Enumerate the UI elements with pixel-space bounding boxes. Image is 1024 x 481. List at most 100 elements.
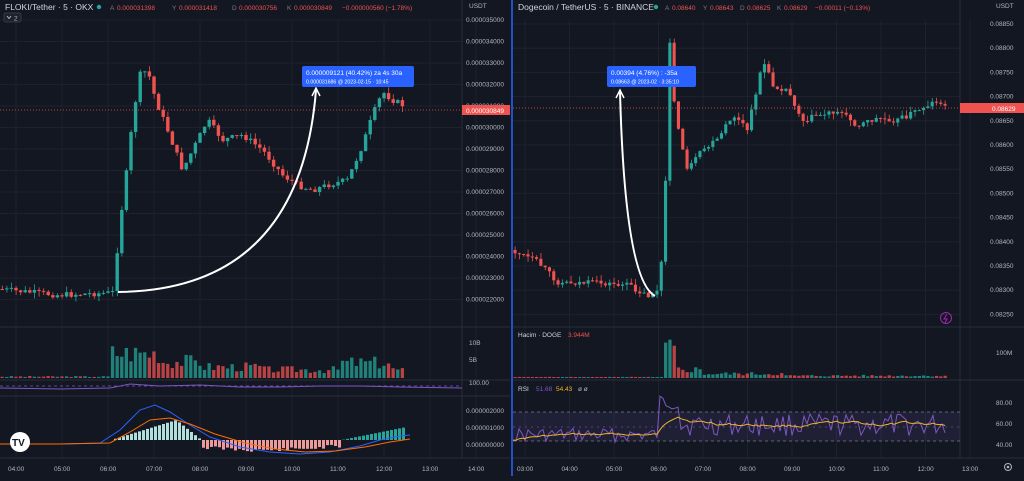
right-price-tick: 0.08650 [990,118,1014,125]
candle-body [582,282,585,284]
candle-body [733,117,736,120]
volume-bar [514,377,517,378]
macd-bar [330,440,333,445]
volume-bar [93,377,96,378]
volume-bar [359,358,362,378]
volume-bar [226,368,229,378]
candle-body [780,89,783,91]
left-time-tick: 04:00 [8,466,25,473]
candle-body [944,104,947,106]
volume-bar [720,373,723,378]
volume-bar [254,364,257,378]
candle-body [37,290,40,291]
candle-body [548,267,551,271]
macd-bar [134,433,137,440]
candle-body [660,262,663,291]
volume-bar [810,375,813,378]
volume-bar [116,356,119,378]
candle-body [336,182,339,186]
candle-body [290,180,293,181]
tradingview-logo[interactable]: TV [10,432,30,452]
volume-bar [162,363,165,378]
candle-body [341,179,344,182]
volume-bar [518,377,521,378]
right-time-tick: 07:00 [695,466,712,473]
left-price-tick: 0.000029000 [466,146,504,153]
macd-bar [158,425,161,440]
volume-bar [235,371,238,378]
candle-body [888,119,891,122]
volume-bar [634,377,637,378]
volume-bar [304,369,307,378]
volume-bar [120,357,123,378]
volume-bar [767,374,770,378]
volume-bar [931,377,934,378]
candle-body [754,94,757,109]
volume-bar [341,361,344,378]
volume-bar [892,377,895,378]
volume-bar [862,375,865,378]
candle-body [866,120,869,122]
volume-bar [277,372,280,378]
right-price-tick: 0.08700 [990,94,1014,101]
right-symbol-title[interactable]: Dogecoin / TetherUS · 5 · BINANCE [518,2,654,12]
candle-body [51,295,54,297]
volume-bar [643,377,646,378]
candle-body [198,133,201,143]
candle-body [286,175,289,179]
volume-bar [866,376,869,378]
candle-body [526,254,529,256]
candle-body [853,120,856,125]
volume-bar [625,377,628,378]
candle-body [364,134,367,151]
volume-bar [392,368,395,378]
left-price-tick: 0.000032000 [466,82,504,89]
right-time-tick: 06:00 [651,466,668,473]
candle-body [272,160,275,167]
candle-body [93,293,96,296]
right-measure-label[interactable]: 0.00394 (4.76%) : -35a 0.08663 @ 2023-02… [607,66,696,87]
indicators-collapse-button[interactable]: 2 [4,13,21,23]
macd-bar [326,440,329,445]
close-value: 0.08629 [784,5,808,12]
volume-bar [561,377,564,378]
high-value: 0.08643 [710,5,734,12]
volume-bar [647,377,650,378]
candle-body [677,101,680,128]
volume-bar [853,376,856,378]
volume-bar [263,366,266,378]
volume-bar [544,377,547,378]
candle-body [518,253,521,254]
left-measure-label[interactable]: 0.000009121 (40.42%) za 4s 30a 0.0000316… [302,66,414,87]
volume-bar [212,370,215,378]
macd-bar [334,440,337,446]
volume-bar [698,369,701,378]
volume-bar [281,366,284,378]
macd-bar [182,426,185,440]
candle-body [212,120,215,126]
volume-bar [668,340,671,378]
volume-bar [935,376,938,378]
macd-bar [394,429,397,440]
rsi-tick-60: 60.00 [996,421,1013,428]
low-value: 0.000030756 [239,5,277,12]
macd-bar [174,420,177,440]
volume-bar [33,377,36,378]
candle-body [664,181,667,262]
candle-body [5,288,8,289]
rsi-tick-40: 40.00 [996,442,1013,449]
volume-bar [180,366,183,378]
candle-body [97,293,100,296]
candle-body [355,161,358,169]
candle-body [346,179,349,180]
candle-body [643,293,646,294]
right-time-tick: 13:00 [962,466,979,473]
left-currency-label: USDT [469,3,487,10]
volume-bar [19,376,22,378]
left-price-tick: 0.000026000 [466,211,504,218]
macd-bar [294,440,297,448]
macd-bar [258,440,261,449]
candle-body [909,112,912,119]
candle-body [258,144,261,147]
left-symbol-title[interactable]: FLOKI/Tether · 5 · OKX [5,2,94,12]
